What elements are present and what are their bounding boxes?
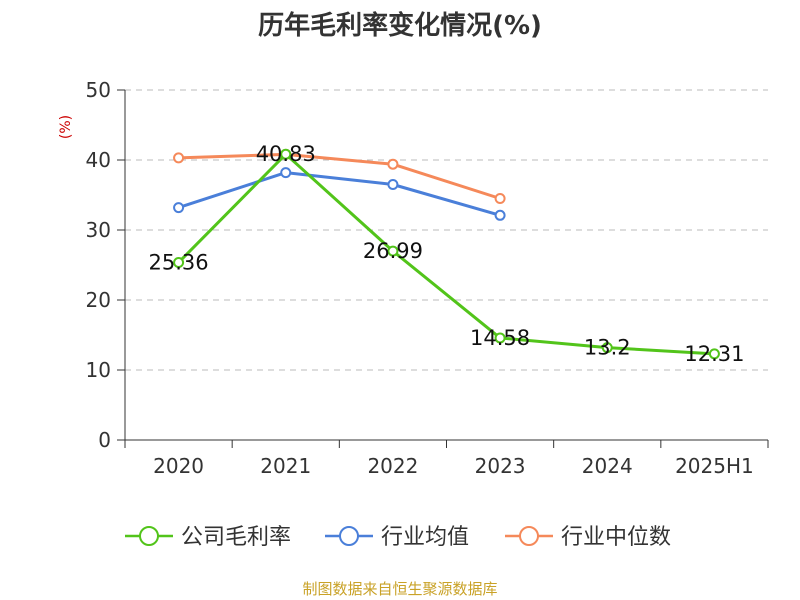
y-tick-label: 30 [86, 218, 111, 242]
y-tick-label: 10 [86, 358, 111, 382]
data-point [494, 209, 506, 221]
legend-label: 行业均值 [381, 525, 469, 550]
data-point [601, 342, 613, 354]
data-label: 14.58 [470, 326, 530, 350]
y-axis-label: (%) [58, 115, 74, 139]
x-tick-label: 2022 [367, 454, 418, 478]
data-label: 12.31 [684, 342, 744, 366]
series-line [178, 152, 501, 200]
y-tick-label: 50 [86, 78, 111, 102]
data-point [173, 202, 185, 214]
legend-marker-icon [519, 526, 539, 546]
legend[interactable]: 公司毛利率 行业均值 行业中位数 [125, 525, 671, 550]
x-tick-label: 2023 [475, 454, 526, 478]
legend-label: 行业中位数 [561, 525, 671, 550]
series-line [178, 171, 501, 217]
data-label: 40.83 [256, 142, 316, 166]
data-point [280, 167, 292, 179]
x-tick-label: 2025H1 [675, 454, 754, 478]
data-point [173, 256, 185, 268]
data-point [280, 148, 292, 160]
series-0 [173, 148, 720, 360]
y-tick-labels: 0 10 20 30 40 50 [86, 78, 111, 452]
x-tick-label: 2024 [582, 454, 633, 478]
data-label: 26.99 [363, 239, 423, 263]
data-point [494, 193, 506, 204]
series-2 [173, 148, 506, 204]
data-point [387, 245, 399, 257]
data-point [387, 158, 399, 170]
data-point [494, 332, 506, 344]
data-labels: 25.36 40.83 26.99 14.58 13.2 12.31 [149, 142, 745, 366]
grid-lines [125, 89, 768, 371]
legend-item[interactable]: 行业中位数 [505, 525, 671, 550]
legend-label: 公司毛利率 [181, 525, 291, 550]
x-tick-label: 2020 [153, 454, 204, 478]
x-tick-label: 2021 [260, 454, 311, 478]
legend-marker-icon [339, 526, 359, 546]
data-label: 25.36 [149, 250, 209, 274]
series-line [177, 152, 715, 356]
y-tick-label: 0 [98, 428, 111, 452]
axes [117, 89, 769, 448]
x-tick-labels: 2020 2021 2022 2023 2024 2025H1 [153, 454, 754, 478]
legend-item[interactable]: 公司毛利率 [125, 525, 291, 550]
data-point [387, 179, 399, 190]
data-point [173, 152, 185, 164]
legend-marker-icon [139, 526, 159, 546]
data-label: 13.2 [584, 336, 631, 360]
series-lines [173, 148, 720, 360]
series-1 [173, 167, 506, 221]
chart-title: 历年毛利率变化情况(%) [258, 10, 542, 41]
y-tick-label: 40 [86, 148, 111, 172]
y-tick-label: 20 [86, 288, 111, 312]
data-point [708, 348, 720, 360]
source-note: 制图数据来自恒生聚源数据库 [302, 580, 497, 598]
legend-item[interactable]: 行业均值 [325, 525, 469, 550]
